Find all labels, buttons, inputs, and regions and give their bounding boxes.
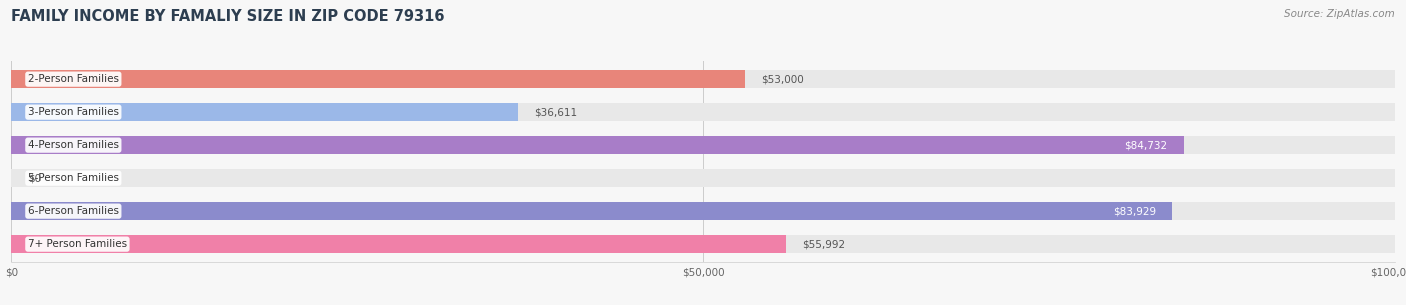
Text: $0: $0: [28, 173, 41, 183]
Bar: [11, 70, 745, 88]
Text: $53,000: $53,000: [761, 74, 804, 84]
Bar: [11, 235, 786, 253]
Bar: [11, 103, 517, 121]
Bar: [11, 70, 1395, 88]
Text: Source: ZipAtlas.com: Source: ZipAtlas.com: [1284, 9, 1395, 19]
Text: 5-Person Families: 5-Person Families: [28, 173, 120, 183]
Bar: [11, 136, 1395, 154]
Text: 7+ Person Families: 7+ Person Families: [28, 239, 127, 249]
Bar: [11, 235, 1395, 253]
Bar: [11, 202, 1395, 220]
Text: 2-Person Families: 2-Person Families: [28, 74, 120, 84]
Text: $83,929: $83,929: [1112, 206, 1156, 216]
Text: $55,992: $55,992: [803, 239, 845, 249]
Bar: [11, 169, 1395, 187]
Text: 4-Person Families: 4-Person Families: [28, 140, 120, 150]
Text: $36,611: $36,611: [534, 107, 578, 117]
Text: 3-Person Families: 3-Person Families: [28, 107, 120, 117]
Text: 6-Person Families: 6-Person Families: [28, 206, 120, 216]
Bar: [11, 202, 1173, 220]
Bar: [11, 136, 1184, 154]
Bar: [11, 103, 1395, 121]
Text: $84,732: $84,732: [1123, 140, 1167, 150]
Text: FAMILY INCOME BY FAMALIY SIZE IN ZIP CODE 79316: FAMILY INCOME BY FAMALIY SIZE IN ZIP COD…: [11, 9, 444, 24]
